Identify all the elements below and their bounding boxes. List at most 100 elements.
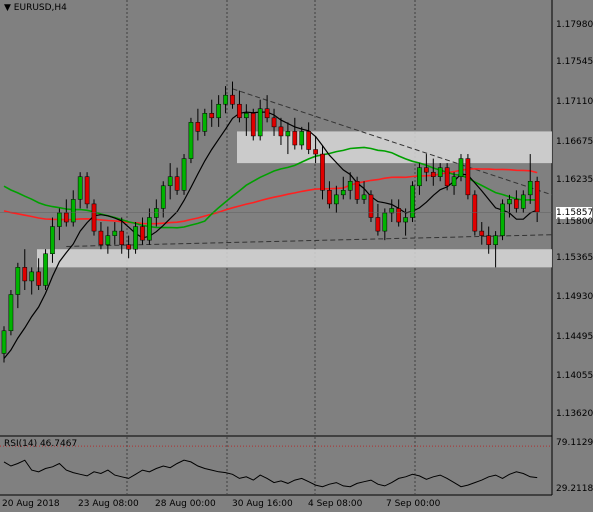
ma-slow-line [3, 167, 538, 225]
time-tick-label: 20 Aug 2018 [2, 499, 60, 509]
candle-body [147, 217, 152, 241]
symbol-label[interactable]: ▼ EURUSD,H4 [4, 3, 67, 13]
trendline [66, 234, 553, 247]
price-tick-label: 1.15365 [556, 253, 593, 263]
rsi-label: RSI(14) 46.7467 [4, 439, 78, 449]
candle-body [278, 126, 284, 137]
candle-body [292, 131, 298, 146]
candle-body [188, 122, 194, 159]
candle-body [98, 230, 104, 245]
candle-body [465, 158, 471, 196]
candle-body [257, 108, 263, 137]
candle-body [50, 226, 55, 254]
candle-body [472, 194, 478, 232]
candle-body [181, 158, 187, 191]
price-tick-label: 1.17110 [556, 97, 593, 107]
candle-body [486, 235, 492, 245]
candle-body [313, 149, 318, 155]
candle-body [382, 212, 388, 232]
price-tick-label: 1.14495 [556, 332, 593, 342]
candle-body [285, 131, 291, 137]
candle-body [29, 271, 35, 282]
candle-body [500, 203, 505, 236]
sr-zone [237, 131, 552, 164]
rsi-line [3, 459, 538, 488]
candle-body [36, 271, 41, 286]
candle-body [507, 199, 512, 205]
current-price-badge: 1.15857 [556, 207, 593, 219]
candle-body [77, 176, 83, 200]
candle-body [70, 199, 76, 223]
price-tick-label: 1.16235 [556, 175, 593, 185]
candle-body [368, 194, 374, 218]
candle-body [271, 117, 277, 128]
time-tick-label: 4 Sep 08:00 [308, 499, 363, 509]
candle-body [216, 103, 221, 119]
candle-body [209, 113, 215, 119]
candle-body [340, 190, 346, 196]
candle-body [354, 181, 360, 200]
candle-body [1, 330, 7, 354]
candle-body [444, 167, 450, 187]
candle-body [410, 185, 415, 218]
candle-body [244, 113, 249, 119]
candle-body [230, 94, 235, 105]
sr-zone [37, 249, 552, 268]
candle-body [306, 131, 311, 150]
candle-body [160, 185, 166, 209]
price-tick-label: 1.17980 [556, 20, 593, 30]
candle-body [520, 194, 526, 209]
candle-body [389, 208, 395, 214]
candle-body [264, 108, 270, 119]
candle-body [334, 194, 339, 205]
candle-body [424, 167, 429, 173]
candle-body [237, 103, 242, 119]
symbol-text: EURUSD,H4 [13, 3, 67, 13]
candle-body [458, 158, 464, 177]
candle-body [417, 167, 422, 187]
candle-body [63, 212, 69, 223]
candle-body [167, 176, 173, 187]
candle-body [430, 171, 436, 177]
price-tick-label: 1.13620 [556, 409, 593, 419]
candle-body [347, 181, 353, 191]
candle-body [8, 294, 14, 332]
rsi-tick-label: 79.1129 [556, 438, 593, 448]
candle-body [22, 267, 28, 282]
price-tick-label: 1.15800 [556, 217, 593, 227]
triangle-down-icon[interactable]: ▼ [4, 3, 11, 13]
candle-body [105, 235, 111, 245]
candle-body [15, 267, 21, 295]
candle-body [91, 203, 97, 232]
candle-body [320, 153, 325, 191]
candle-body [43, 253, 48, 286]
candle-body [361, 194, 367, 200]
candle-body [202, 113, 208, 132]
price-tick-label: 1.17545 [556, 57, 593, 67]
candle-body [119, 230, 125, 245]
price-tick-label: 1.16675 [556, 137, 593, 147]
candle-body [57, 212, 62, 227]
candle-body [140, 226, 145, 241]
candle-body [133, 226, 138, 250]
candle-body [451, 176, 457, 187]
candle-body [375, 217, 381, 232]
price-tick-label: 1.14055 [556, 371, 593, 381]
candle-body [437, 167, 443, 177]
time-tick-label: 7 Sep 00:00 [386, 499, 441, 509]
candle-body [250, 113, 256, 137]
trendline [232, 88, 553, 196]
candle-body [514, 199, 519, 209]
candle-body [299, 131, 305, 146]
candle-body [403, 217, 408, 223]
candle-body [84, 176, 90, 205]
time-tick-label: 30 Aug 16:00 [232, 499, 293, 509]
candle-body [223, 94, 228, 105]
candle-body [126, 244, 131, 250]
candle-body [527, 181, 533, 196]
candle-body [493, 235, 498, 245]
price-tick-label: 1.14930 [556, 292, 593, 302]
rsi-tick-label: 29.2118 [556, 484, 593, 494]
candle-body [327, 190, 332, 205]
